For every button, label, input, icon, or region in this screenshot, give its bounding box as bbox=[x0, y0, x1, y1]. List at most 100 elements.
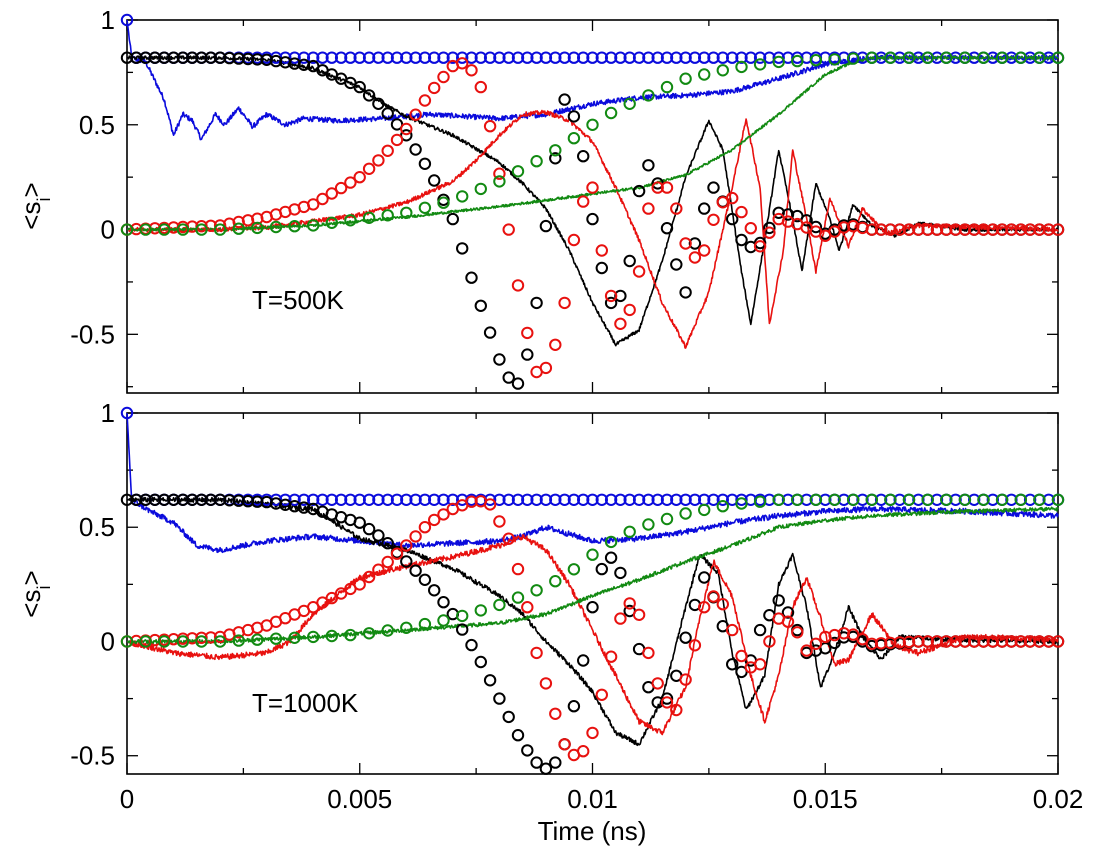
marker-point bbox=[418, 573, 432, 586]
marker-point bbox=[688, 639, 702, 652]
marker-point bbox=[418, 493, 432, 506]
marker-point bbox=[502, 371, 515, 384]
marker-point bbox=[986, 223, 999, 236]
marker-point bbox=[316, 493, 329, 506]
marker-point bbox=[679, 51, 692, 64]
marker-point bbox=[698, 244, 711, 257]
marker-point bbox=[362, 89, 376, 102]
marker-point bbox=[632, 51, 646, 64]
marker-point bbox=[893, 51, 906, 64]
marker-point bbox=[726, 658, 739, 671]
marker-point bbox=[753, 623, 767, 637]
marker-point bbox=[465, 271, 478, 284]
marker-point bbox=[651, 677, 664, 690]
marker-point bbox=[1051, 493, 1065, 506]
marker-point bbox=[456, 242, 469, 255]
marker-point bbox=[828, 636, 841, 650]
marker-point bbox=[744, 51, 757, 64]
marker-point bbox=[511, 377, 525, 390]
marker-point bbox=[325, 216, 338, 230]
marker-point bbox=[623, 97, 636, 111]
marker-point bbox=[912, 635, 925, 648]
marker-point bbox=[130, 493, 143, 506]
marker-point bbox=[921, 51, 934, 64]
marker-point bbox=[642, 159, 655, 172]
marker-point bbox=[698, 68, 711, 81]
marker-point bbox=[884, 636, 897, 650]
bottom-ylabel-main: <s bbox=[16, 590, 46, 618]
bottom-ylabel-close: > bbox=[16, 570, 46, 585]
marker-point bbox=[465, 51, 478, 64]
marker-point bbox=[511, 51, 525, 64]
top-ylabel: <si> bbox=[16, 182, 54, 229]
marker-point bbox=[549, 51, 562, 64]
bottom-annotation: T=1000K bbox=[252, 688, 359, 718]
marker-point bbox=[316, 192, 329, 206]
marker-point bbox=[753, 240, 767, 253]
marker-point bbox=[539, 493, 553, 506]
marker-point bbox=[307, 219, 320, 232]
marker-point bbox=[213, 51, 227, 64]
marker-point bbox=[400, 51, 413, 64]
marker-point bbox=[344, 214, 357, 227]
marker-point bbox=[604, 296, 618, 310]
marker-point bbox=[325, 493, 338, 506]
marker-point bbox=[390, 133, 404, 147]
marker-point bbox=[418, 157, 432, 171]
marker-point bbox=[418, 201, 432, 215]
marker-point bbox=[688, 251, 702, 264]
marker-point bbox=[660, 696, 674, 709]
marker-point bbox=[679, 72, 692, 85]
marker-point bbox=[828, 53, 841, 66]
marker-point bbox=[763, 635, 776, 648]
marker-point bbox=[213, 635, 227, 648]
x-tick-label: 0.005 bbox=[327, 784, 392, 814]
marker-point bbox=[930, 51, 944, 64]
marker-point bbox=[670, 703, 683, 717]
marker-point bbox=[698, 503, 711, 517]
marker-point bbox=[930, 635, 944, 648]
marker-point bbox=[437, 596, 450, 609]
marker-point bbox=[549, 152, 562, 165]
marker-point bbox=[968, 51, 981, 64]
marker-point bbox=[344, 51, 357, 64]
marker-point bbox=[874, 51, 888, 64]
marker-point bbox=[874, 493, 888, 506]
marker-point bbox=[614, 51, 627, 64]
bottom-red-markers bbox=[120, 495, 1065, 762]
bottom-series bbox=[120, 406, 1065, 775]
marker-point bbox=[139, 51, 152, 64]
marker-point bbox=[483, 674, 497, 687]
top-red-markers bbox=[120, 57, 1065, 379]
marker-point bbox=[251, 221, 264, 235]
marker-point bbox=[707, 51, 720, 64]
marker-point bbox=[679, 507, 692, 520]
marker-point bbox=[493, 692, 506, 705]
marker-point bbox=[902, 493, 916, 506]
marker-point bbox=[604, 551, 618, 564]
marker-point bbox=[288, 493, 301, 506]
top-blue-line bbox=[126, 19, 1059, 141]
marker-point bbox=[530, 155, 543, 168]
marker-point bbox=[400, 539, 413, 552]
marker-point bbox=[362, 51, 376, 64]
top-ylabel-close: > bbox=[16, 182, 46, 197]
marker-point bbox=[176, 635, 190, 648]
marker-point bbox=[232, 494, 245, 507]
marker-point bbox=[726, 623, 739, 637]
marker-point bbox=[930, 493, 944, 506]
bottom-ylabel: <si> bbox=[16, 570, 54, 617]
marker-point bbox=[1042, 223, 1055, 236]
marker-point bbox=[577, 745, 590, 758]
top-ylabel-sub: i bbox=[34, 198, 54, 202]
marker-point bbox=[428, 493, 441, 506]
marker-point bbox=[130, 634, 143, 648]
marker-point bbox=[530, 646, 543, 660]
marker-point bbox=[502, 223, 515, 236]
marker-point bbox=[968, 223, 981, 236]
marker-point bbox=[223, 51, 236, 65]
marker-point bbox=[158, 223, 171, 236]
marker-point bbox=[232, 634, 245, 647]
marker-point bbox=[362, 211, 376, 225]
marker-point bbox=[688, 237, 702, 250]
